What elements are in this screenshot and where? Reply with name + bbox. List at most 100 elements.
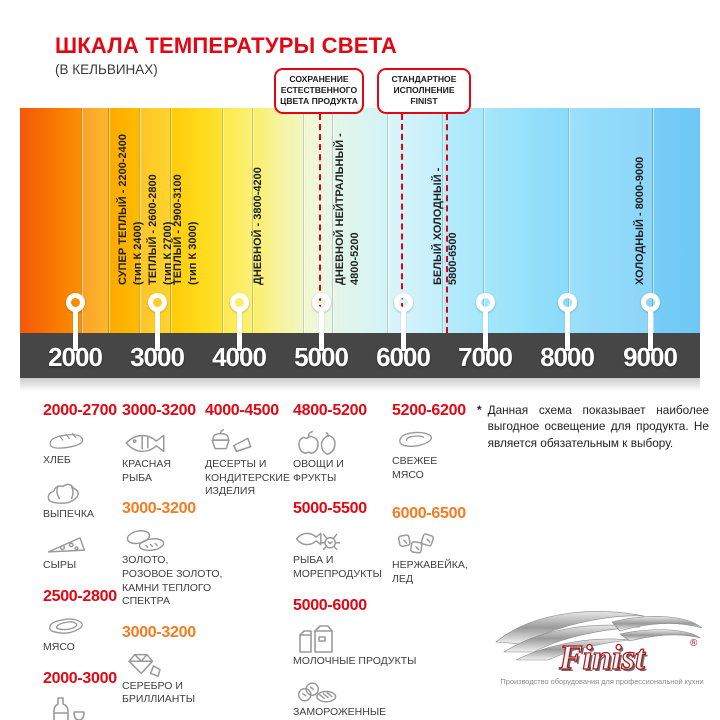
legend-item: СЫРЫ — [43, 530, 119, 573]
guide-dash-6000 — [401, 104, 403, 349]
wing-icon — [495, 611, 703, 661]
pin-3000 — [148, 293, 167, 312]
footnote-text: Данная схема показывает наиболее выгодно… — [487, 403, 709, 450]
zone-label-text: БЕЛЫЙ ХОЛОДНЫЙ - — [432, 167, 444, 285]
zone-divider — [170, 108, 171, 333]
range-label: 2000-2700 — [43, 402, 117, 419]
footnote-asterisk: * — [477, 403, 482, 417]
frozen-icon — [297, 682, 337, 703]
pin-stem-3000 — [155, 311, 160, 351]
legend-group: 5000-5500 РЫБА И МОРЕПРОДУКТЫ — [293, 500, 389, 581]
finist-logo-graphic: Finist Finist ® Производство оборудовани… — [495, 611, 704, 686]
range-label: 3000-3200 — [122, 623, 196, 641]
zone-divider — [483, 108, 484, 333]
zone-label-sub: 5800-6500 — [447, 232, 459, 285]
legend-group: 4000-4500 ДЕСЕРТЫ И КОНДИТЕРСКИЕ ИЗДЕЛИЯ — [205, 402, 295, 499]
legend-item-label: РЫБА И МОРЕПРОДУКТЫ — [293, 554, 382, 580]
legend-column-3: 4000-4500 ДЕСЕРТЫ И КОНДИТЕРСКИЕ ИЗДЕЛИЯ — [205, 402, 295, 514]
pin-9000 — [641, 293, 660, 312]
range-label: 5000-6000 — [293, 596, 367, 614]
steak-icon — [49, 618, 83, 634]
zone-divider — [442, 108, 443, 333]
croissant-icon — [47, 483, 79, 504]
zone-divider — [387, 108, 388, 333]
zone-label-sub: 4800-5200 — [349, 232, 361, 285]
seafood-icon — [295, 532, 341, 551]
pin-stem-4000 — [237, 311, 242, 351]
legend-item: МЯСО — [43, 613, 119, 655]
kelvin-axis-bar: 2000 3000 4000 5000 6000 7000 8000 9000 — [20, 333, 700, 378]
legend-column-4: 4800-5200 ОВОЩИ И ФРУКТЫ 5000-5500 РЫБА … — [293, 402, 417, 720]
legend-item: ДЕСЕРТЫ И КОНДИТЕРСКИЕ ИЗДЕЛИЯ — [205, 427, 295, 499]
legend-item-label: СВЕЖЕЕ МЯСО — [392, 455, 438, 481]
legend-group: 5200-6200 СВЕЖЕЕ МЯСО — [392, 402, 476, 482]
header: ШКАЛА ТЕМПЕРАТУРЫ СВЕТА (В КЕЛЬВИНАХ) — [55, 33, 397, 77]
zone-label-cold: ХОЛОДНЫЙ - 8000-9000 — [603, 145, 678, 285]
range-label: 6000-6500 — [392, 505, 466, 523]
dairy-icon — [299, 624, 333, 653]
legend-group: 2500-2800 МЯСО — [43, 588, 119, 655]
legend-item-label: НЕРЖАВЕЙКА, ЛЕД — [392, 559, 468, 585]
zone-divider — [652, 108, 653, 333]
brand-shadow-text: Finist — [560, 640, 648, 679]
zone-divider — [568, 108, 569, 333]
zone-label-text: ТЕПЛЫЙ - 2900-3100 — [172, 174, 184, 285]
legend-item-label: ДЕСЕРТЫ И КОНДИТЕРСКИЕ ИЗДЕЛИЯ — [205, 458, 290, 498]
callout-finist-standard: СТАНДАРТНОЕ ИСПОЛНЕНИЕ FINIST — [377, 68, 471, 114]
zone-label-warm-3000: ТЕПЛЫЙ - 2900-3100 (тип К 3000) — [141, 160, 231, 285]
legend-group: 3000-3200 КРАСНАЯ РЫБА — [122, 402, 202, 485]
pin-stem-9000 — [648, 311, 653, 351]
footnote: * Данная схема показывает наиболее выгод… — [477, 402, 709, 451]
legend-item: НЕРЖАВЕЙКА, ЛЕД — [392, 530, 476, 586]
zone-label-text: ДНЕВНОЙ НЕЙТРАЛЬНЫЙ - — [334, 133, 346, 285]
diamond-icon — [128, 653, 161, 677]
pin-stem-7000 — [483, 311, 488, 351]
pin-2000 — [66, 293, 85, 312]
legend-item: СЕРЕБРО И БРИЛЛИАНТЫ — [122, 649, 202, 707]
legend-item-label: ВЫПЕЧКА — [43, 507, 94, 520]
legend-item: СВЕЖЕЕ МЯСО — [392, 427, 476, 482]
desserts-icon — [211, 429, 252, 453]
legend-item-label: МОЛОЧНЫЕ ПРОДУКТЫ — [293, 654, 417, 667]
pin-4000 — [230, 293, 249, 312]
legend-group: 5000-6000 МОЛОЧНЫЕ ПРОДУКТЫ ЗАМОРОЖЕННЫЕ… — [293, 596, 417, 720]
range-label: 4800-5200 — [293, 402, 367, 419]
range-label: 3000-3200 — [122, 402, 196, 419]
legend-item-label: ЗОЛОТО, РОЗОВОЕ ЗОЛОТО, КАМНИ ТЕПЛОГО СП… — [122, 554, 223, 608]
range-label: 5200-6200 — [392, 402, 466, 419]
zone-label-sub: (тип К 3000) — [187, 221, 199, 285]
zone-divider — [332, 108, 333, 333]
temperature-gradient-strip: СУПЕР ТЕПЛЫЙ - 2200-2400 (тип К 2400) ТЕП… — [20, 108, 700, 333]
meat-icon — [399, 431, 433, 447]
finist-logo: Finist Finist ® Производство оборудовани… — [492, 604, 710, 695]
bread-icon — [49, 432, 84, 449]
legend-item: РЫБА И МОРЕПРОДУКТЫ — [293, 525, 389, 581]
pin-5000 — [312, 293, 331, 312]
legend-item-label: МЯСО — [43, 640, 75, 653]
legend-item: ХЛЕБ — [43, 427, 119, 468]
zone-label-daylight: ДНЕВНОЙ - 3800-4200 — [221, 155, 296, 285]
range-label: 2500-2800 — [43, 587, 117, 605]
range-label: 3000-3200 — [122, 500, 196, 518]
legend-item-label: СЫРЫ — [43, 559, 77, 572]
guide-dash-6500 — [446, 104, 448, 333]
cheese-icon — [47, 537, 86, 553]
legend-item-label: ОВОЩИ И ФРУКТЫ — [293, 458, 344, 484]
legend-item: АКОГОЛЬ — [43, 695, 119, 720]
ice-icon — [398, 533, 435, 554]
legend-column-1: 2000-2700 ХЛЕБ ВЫПЕЧКА СЫРЫ 2500-2800 МЯ… — [43, 402, 119, 720]
zone-band — [568, 108, 652, 333]
rings-icon — [126, 530, 165, 552]
guide-dash-5000 — [319, 104, 321, 351]
legend-item: КРАСНАЯ РЫБА — [122, 427, 202, 485]
range-label: 2000-3000 — [43, 669, 117, 687]
legend-item-label: ЗАМОРОЖЕННЫЕ ПОЛУФАБРИКАТЫ — [293, 706, 387, 720]
pin-stem-2000 — [73, 311, 78, 351]
legend-group: 2000-2700 ХЛЕБ ВЫПЕЧКА СЫРЫ — [43, 402, 119, 573]
page-subtitle: (В КЕЛЬВИНАХ) — [55, 62, 158, 77]
logo-tagline: Производство оборудования для профессион… — [500, 677, 703, 686]
legend-item: ЗАМОРОЖЕННЫЕ ПОЛУФАБРИКАТЫ — [293, 677, 389, 720]
fruits-icon — [298, 430, 336, 455]
pin-6000 — [394, 293, 413, 312]
